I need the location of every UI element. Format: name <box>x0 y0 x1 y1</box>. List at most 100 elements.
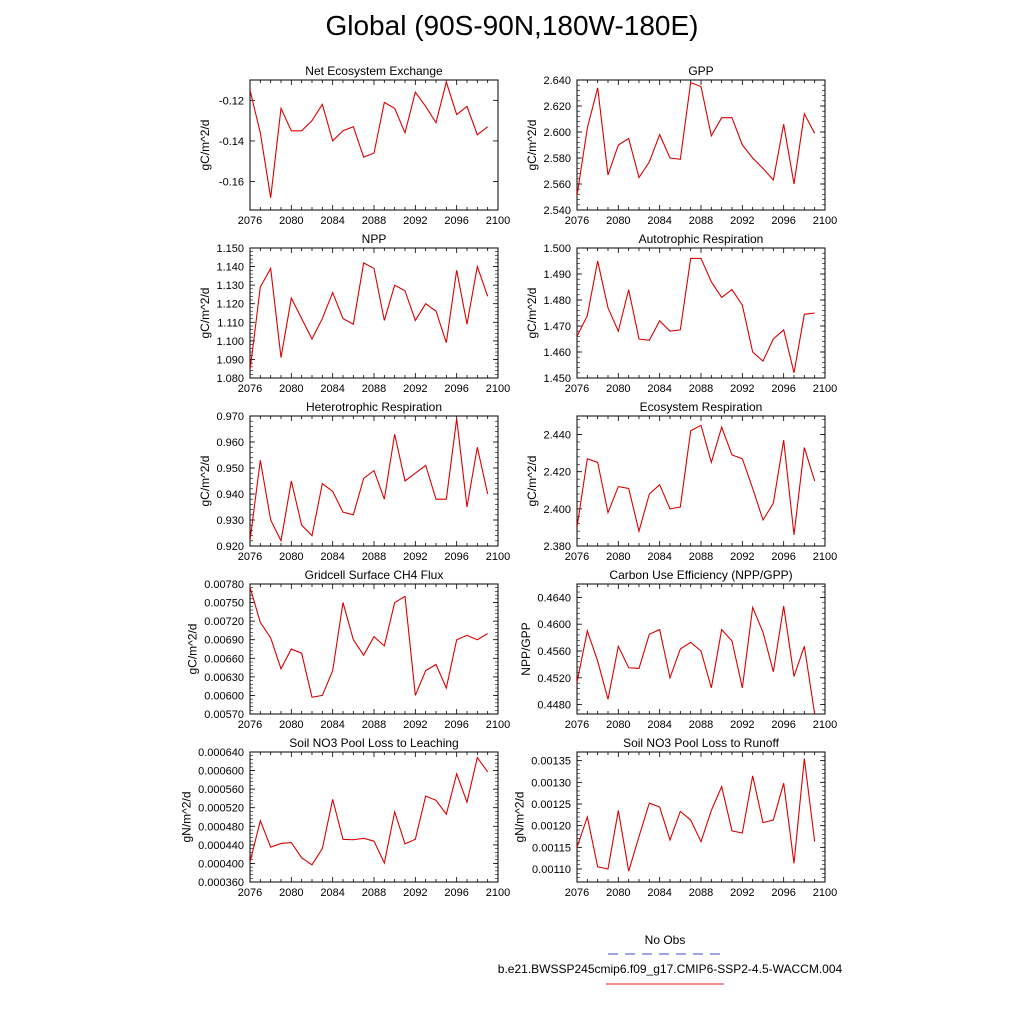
plot-frame <box>249 415 499 547</box>
x-tick-label: 2080 <box>606 887 630 899</box>
legend-model-label: b.e21.BWSSP245cmip6.f09_g17.CMIP6-SSP2-4… <box>497 962 843 976</box>
x-tick-label: 2084 <box>320 551 344 563</box>
series-line <box>250 418 489 543</box>
panel-title: Soil NO3 Pool Loss to Leaching <box>289 736 458 750</box>
y-tick-label: -0.14 <box>219 136 244 148</box>
x-tick-label: 2100 <box>486 887 510 899</box>
x-tick-label: 2088 <box>362 887 386 899</box>
x-tick-label: 2092 <box>730 887 754 899</box>
plot-frame <box>249 751 499 883</box>
x-tick-label: 2080 <box>279 383 303 395</box>
y-tick-label: 2.560 <box>543 179 571 191</box>
x-tick-label: 2096 <box>444 551 468 563</box>
chart-panel-4: Autotrophic Respiration 2076 2080 2084 2088 2… <box>525 232 837 395</box>
panel-title: Gridcell Surface CH4 Flux <box>305 568 444 582</box>
panel-title: Soil NO3 Pool Loss to Runoff <box>623 736 780 750</box>
x-tick-label: 2100 <box>486 551 510 563</box>
y-tick-label: 0.000360 <box>198 877 244 889</box>
y-axis-label: gN/m^2/d <box>179 792 193 843</box>
legend-model-entry: b.e21.BWSSP245cmip6.f09_g17.CMIP6-SSP2-4… <box>380 962 960 991</box>
chart-panel-9: Soil NO3 Pool Loss to Leaching 2076 2080 20… <box>179 736 510 899</box>
x-tick-label: 2084 <box>647 383 671 395</box>
x-tick-label: 2088 <box>689 551 713 563</box>
panel-title: Autotrophic Respiration <box>639 232 764 246</box>
x-tick-label: 2092 <box>730 215 754 227</box>
y-tick-label: 0.00780 <box>204 579 244 591</box>
y-tick-label: 0.4520 <box>537 673 571 685</box>
series-line <box>577 605 816 714</box>
y-tick-label: 0.4480 <box>537 700 571 712</box>
y-axis-label: gN/m^2/d <box>513 792 527 843</box>
y-tick-label: 0.00115 <box>532 842 571 854</box>
y-tick-label: 0.970 <box>216 411 244 423</box>
legend-obs-label: No Obs <box>644 933 686 947</box>
x-tick-label: 2076 <box>565 383 589 395</box>
y-tick-label: 0.950 <box>216 463 244 475</box>
x-tick-label: 2076 <box>238 215 262 227</box>
x-tick-label: 2076 <box>565 551 589 563</box>
y-tick-label: 1.140 <box>216 262 244 274</box>
y-tick-label: 0.4560 <box>537 646 571 658</box>
plot-frame <box>249 247 499 379</box>
chart-panel-8: Carbon Use Efficiency (NPP/GPP) 2076 2080 2… <box>519 568 837 731</box>
y-tick-label: 1.500 <box>543 243 571 255</box>
y-axis-label: gC/m^2/d <box>525 288 539 339</box>
y-tick-label: 2.620 <box>543 101 571 113</box>
y-axis-label: gC/m^2/d <box>198 288 212 339</box>
x-tick-label: 2084 <box>320 887 344 899</box>
x-tick-label: 2080 <box>279 719 303 731</box>
y-tick-label: 1.460 <box>543 347 571 359</box>
chart-panel-6: Ecosystem Respiration 2076 2080 2084 2088 209… <box>525 400 837 563</box>
y-tick-label: 0.00135 <box>531 756 571 768</box>
series-line <box>250 262 489 371</box>
x-tick-label: 2100 <box>813 215 837 227</box>
y-tick-label: 0.00630 <box>204 672 244 684</box>
y-tick-label: 0.00125 <box>531 799 571 811</box>
y-tick-label: 0.930 <box>216 515 244 527</box>
series-line <box>250 80 489 198</box>
panel-title: Ecosystem Respiration <box>640 400 763 414</box>
panel-title: Net Ecosystem Exchange <box>305 64 443 78</box>
chart-panel-3: NPP 2076 2080 2084 2088 2092 2096 2100 1.080 1.09… <box>198 232 510 395</box>
panel-title: Heterotrophic Respiration <box>306 400 442 414</box>
x-tick-label: 2080 <box>279 887 303 899</box>
x-tick-label: 2076 <box>565 719 589 731</box>
y-tick-label: 1.090 <box>216 354 244 366</box>
x-tick-label: 2100 <box>813 719 837 731</box>
y-tick-label: 2.440 <box>543 430 571 442</box>
y-axis-label: gC/m^2/d <box>186 624 200 675</box>
x-tick-label: 2088 <box>362 719 386 731</box>
y-tick-label: 0.00600 <box>204 690 244 702</box>
x-tick-label: 2080 <box>606 551 630 563</box>
x-tick-label: 2080 <box>606 719 630 731</box>
y-tick-label: 0.000600 <box>198 766 244 778</box>
y-tick-label: 0.00720 <box>204 616 244 628</box>
x-tick-label: 2084 <box>647 215 671 227</box>
x-tick-label: 2100 <box>486 719 510 731</box>
x-tick-label: 2084 <box>320 719 344 731</box>
y-tick-label: 0.960 <box>216 437 244 449</box>
x-tick-label: 2088 <box>689 383 713 395</box>
y-tick-label: -0.12 <box>219 95 244 107</box>
panel-title: GPP <box>688 64 713 78</box>
figure-title: Global (90S-90N,180W-180E) <box>325 10 699 41</box>
series-line <box>577 81 816 196</box>
y-tick-label: 1.110 <box>217 317 244 329</box>
x-tick-label: 2076 <box>238 551 262 563</box>
x-tick-label: 2084 <box>647 551 671 563</box>
y-axis-label: NPP/GPP <box>519 622 533 675</box>
y-axis-label: gC/m^2/d <box>198 456 212 507</box>
y-tick-label: 1.450 <box>543 373 571 385</box>
y-tick-label: 0.00130 <box>531 777 571 789</box>
y-tick-label: 0.00690 <box>204 635 244 647</box>
x-tick-label: 2084 <box>320 215 344 227</box>
series-line <box>577 257 815 373</box>
x-tick-label: 2092 <box>730 383 754 395</box>
plot-frame <box>249 583 499 715</box>
x-tick-label: 2092 <box>403 383 427 395</box>
x-tick-label: 2096 <box>771 383 795 395</box>
y-tick-label: 0.000560 <box>198 784 244 796</box>
y-tick-label: 0.00120 <box>531 821 571 833</box>
x-tick-label: 2092 <box>403 887 427 899</box>
y-tick-label: 0.000480 <box>198 821 244 833</box>
